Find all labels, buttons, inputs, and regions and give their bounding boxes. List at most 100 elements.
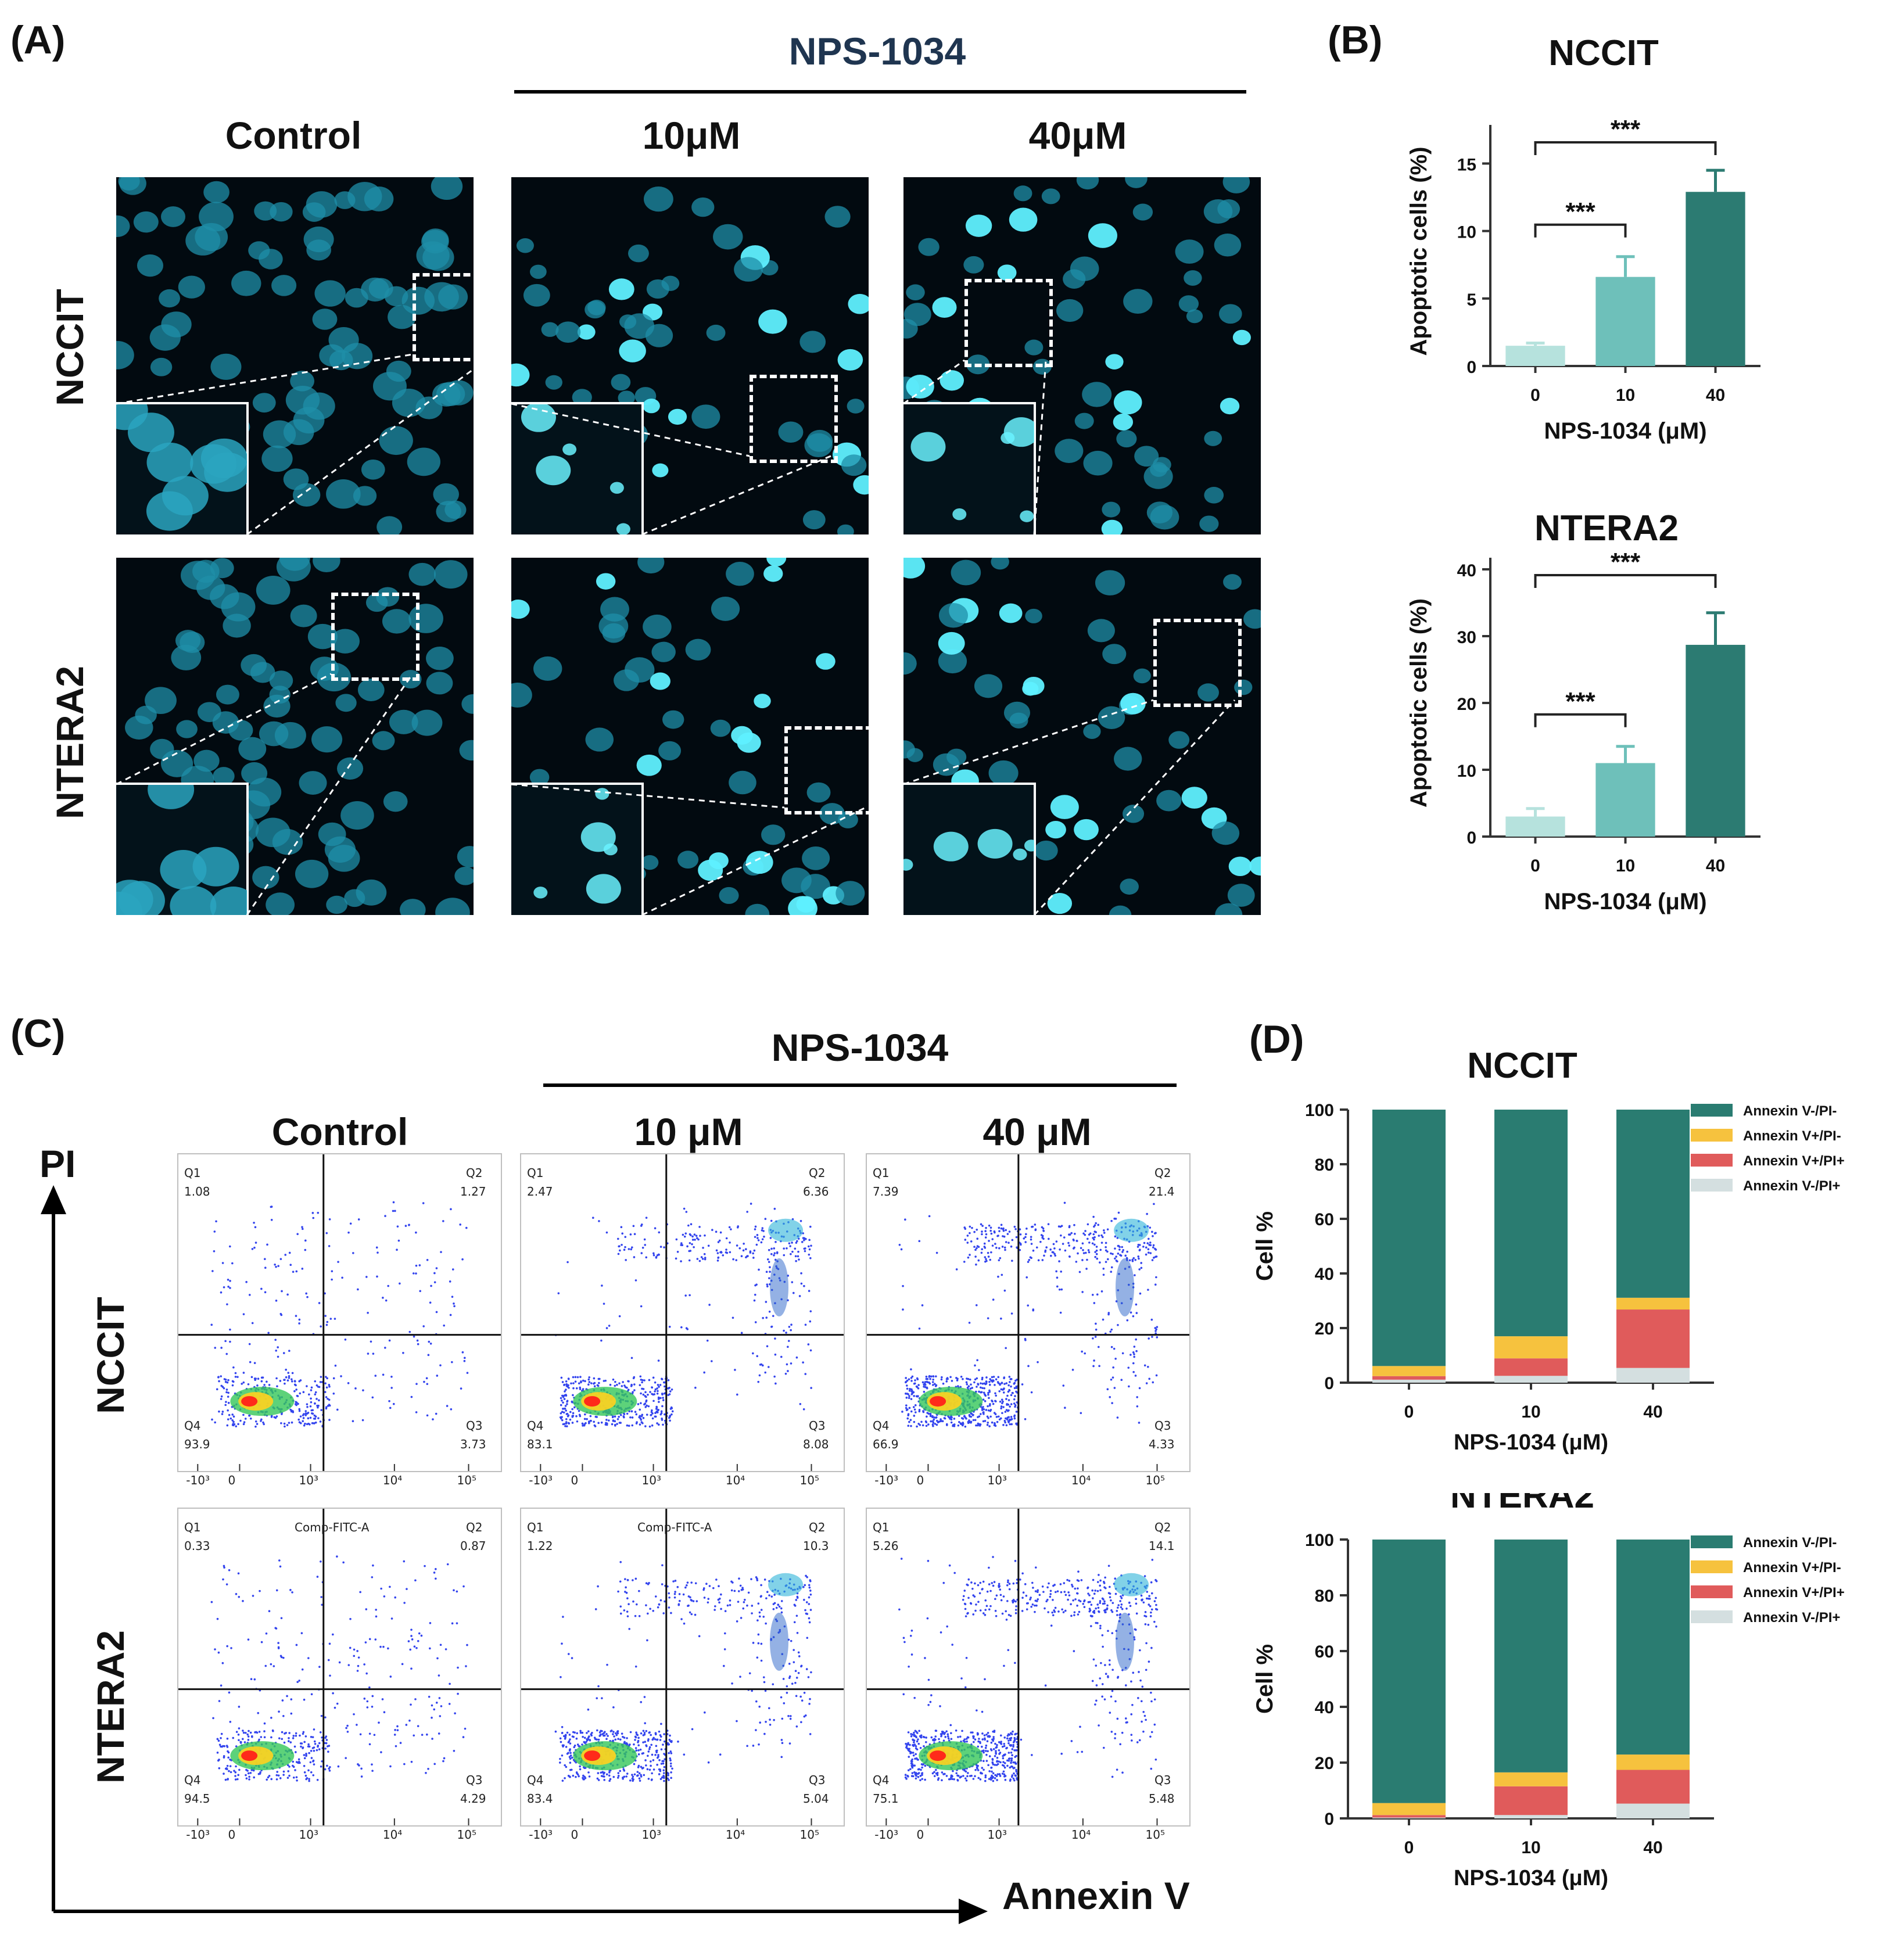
event-dot: [948, 1416, 951, 1419]
nucleus: [361, 459, 385, 480]
event-dot: [650, 1764, 652, 1767]
nucleus: [804, 433, 833, 458]
event-dot: [231, 1384, 234, 1387]
event-dot: [972, 1736, 975, 1739]
event-dot: [810, 1244, 812, 1247]
event-dot: [286, 1764, 289, 1767]
event-dot: [315, 1384, 318, 1387]
event-dot: [910, 1398, 913, 1400]
event-dot: [988, 1583, 991, 1585]
event-dot: [964, 1425, 967, 1428]
nucleus: [643, 186, 673, 212]
event-dot: [566, 1731, 569, 1734]
event-dot: [1134, 1258, 1137, 1261]
event-dot: [913, 1415, 916, 1417]
event-dot: [995, 1753, 997, 1755]
event-dot: [1149, 1598, 1151, 1600]
event-dot: [1110, 1599, 1112, 1602]
event-dot: [640, 1392, 642, 1395]
quadrant-q1-value: 2.47: [527, 1185, 553, 1199]
event-dot: [994, 1425, 997, 1427]
event-dot: [988, 1755, 991, 1757]
event-dot: [780, 1607, 783, 1610]
event-dot: [1024, 1418, 1027, 1420]
nucleus: [691, 404, 720, 429]
event-dot: [1001, 1402, 1003, 1405]
event-dot: [1006, 1759, 1009, 1762]
event-dot: [809, 1698, 811, 1700]
event-dot: [598, 1220, 600, 1222]
event-dot: [987, 1750, 989, 1753]
event-dot: [746, 1211, 748, 1213]
event-dot: [1014, 1228, 1017, 1230]
event-dot: [965, 1738, 968, 1740]
event-dot: [387, 1647, 389, 1650]
event-dot: [690, 1613, 693, 1616]
event-dot: [324, 1391, 327, 1393]
event-dot: [927, 1423, 930, 1426]
event-dot: [223, 1772, 225, 1775]
event-dot: [638, 1615, 641, 1617]
event-dot: [587, 1708, 590, 1711]
event-dot: [1076, 1751, 1079, 1753]
nucleus: [431, 177, 463, 200]
event-dot: [1010, 1245, 1013, 1248]
event-dot: [587, 1771, 590, 1774]
event-dot: [465, 1226, 468, 1229]
event-dot: [980, 1382, 982, 1384]
event-dot: [664, 1381, 666, 1384]
event-dot: [418, 1264, 421, 1266]
event-dot: [920, 1768, 922, 1771]
event-dot: [635, 1749, 638, 1752]
event-dot: [1110, 1609, 1113, 1612]
event-dot: [991, 1238, 994, 1240]
event-dot: [1103, 1600, 1106, 1603]
event-dot: [1008, 1389, 1011, 1392]
event-dot: [1105, 1673, 1107, 1675]
event-dot: [600, 1339, 603, 1342]
event-dot: [565, 1425, 568, 1427]
event-dot: [810, 1387, 812, 1389]
event-dot: [1105, 1246, 1107, 1248]
event-dot: [246, 1733, 249, 1736]
event-dot: [1006, 1402, 1008, 1405]
inset-nucleus: [903, 858, 913, 871]
event-dot: [224, 1778, 227, 1781]
event-dot: [1136, 1396, 1138, 1398]
event-dot: [1035, 1604, 1038, 1607]
event-dot: [924, 1386, 927, 1388]
event-dot: [320, 1409, 322, 1411]
nucleus: [652, 463, 669, 478]
event-dot: [226, 1645, 228, 1648]
event-dot: [992, 1748, 995, 1750]
event-dot: [984, 1230, 987, 1232]
event-dot: [557, 1292, 560, 1294]
event-dot: [1070, 1603, 1072, 1606]
event-dot: [588, 1376, 590, 1379]
event-dot: [669, 1759, 672, 1761]
event-dot: [809, 1349, 812, 1352]
event-dot: [1084, 1352, 1086, 1355]
density-red: [584, 1396, 601, 1407]
event-dot: [760, 1584, 762, 1587]
event-dot: [970, 1383, 972, 1386]
event-dot: [932, 1378, 934, 1381]
nucleus: [311, 726, 343, 753]
event-dot: [415, 1383, 418, 1385]
event-dot: [431, 1738, 433, 1740]
event-dot: [449, 1280, 451, 1283]
event-dot: [984, 1750, 987, 1752]
event-dot: [962, 1377, 964, 1380]
event-dot: [1058, 1288, 1061, 1291]
event-dot: [368, 1732, 371, 1735]
inset-nucleus: [162, 475, 209, 515]
event-dot: [988, 1389, 991, 1392]
event-dot: [808, 1617, 811, 1620]
event-dot: [750, 1203, 752, 1205]
event-dot: [984, 1256, 987, 1258]
quadrant-q3-value: 5.04: [803, 1792, 829, 1806]
event-dot: [1060, 1591, 1063, 1594]
event-dot: [609, 1778, 612, 1781]
event-dot: [689, 1596, 691, 1599]
event-dot: [242, 1372, 245, 1374]
